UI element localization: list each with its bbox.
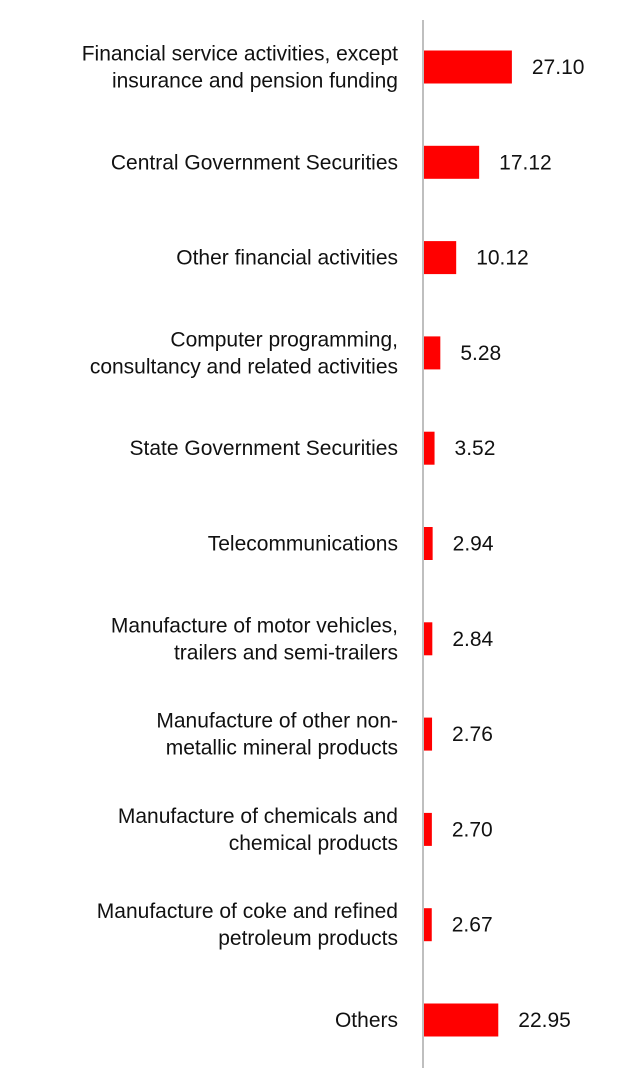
category-label-5: State Government Securities: [130, 437, 398, 460]
bar-5: [423, 431, 435, 465]
category-label-9: Manufacture of chemicals and chemical pro…: [118, 805, 398, 855]
value-label-3: 10.12: [476, 247, 529, 270]
value-label-4: 5.28: [460, 342, 501, 365]
value-label-10: 2.67: [452, 914, 493, 937]
bar-6: [423, 527, 433, 560]
bar-1: [423, 50, 512, 84]
bar-7: [423, 622, 433, 656]
bars-group: [423, 50, 512, 1037]
value-label-7: 2.84: [452, 628, 493, 651]
bar-11: [423, 1003, 499, 1037]
bar-2: [423, 145, 480, 179]
category-label-3: Other financial activities: [176, 247, 398, 270]
bar-8: [423, 717, 433, 751]
value-label-11: 22.95: [518, 1009, 571, 1032]
bar-4: [423, 336, 441, 370]
value-label-9: 2.70: [452, 818, 493, 841]
value-label-6: 2.94: [453, 533, 494, 556]
category-label-2: Central Government Securities: [111, 151, 398, 174]
category-label-7: Manufacture of motor vehicles, trailers a…: [111, 614, 398, 664]
bar-3: [423, 241, 457, 275]
category-label-10: Manufacture of coke and refined petroleum…: [97, 900, 398, 950]
category-label-4: Computer programming, consultancy and rel…: [90, 328, 398, 378]
category-label-11: Others: [335, 1009, 398, 1032]
value-label-8: 2.76: [452, 723, 493, 746]
value-label-2: 17.12: [499, 151, 552, 174]
category-label-6: Telecommunications: [208, 533, 398, 556]
bar-10: [423, 908, 432, 942]
category-labels-group: Financial service activities, except insu…: [82, 43, 398, 1033]
value-label-5: 3.52: [455, 437, 496, 460]
category-label-1: Financial service activities, except insu…: [82, 43, 398, 93]
bar-9: [423, 812, 432, 846]
category-label-8: Manufacture of other non-metallic minera…: [156, 710, 398, 760]
value-labels-group: 27.10 17.12 10.12 5.28 3.52 2.94 2.84 2.76 2.70 2…: [452, 56, 585, 1032]
value-label-1: 27.10: [532, 56, 585, 79]
